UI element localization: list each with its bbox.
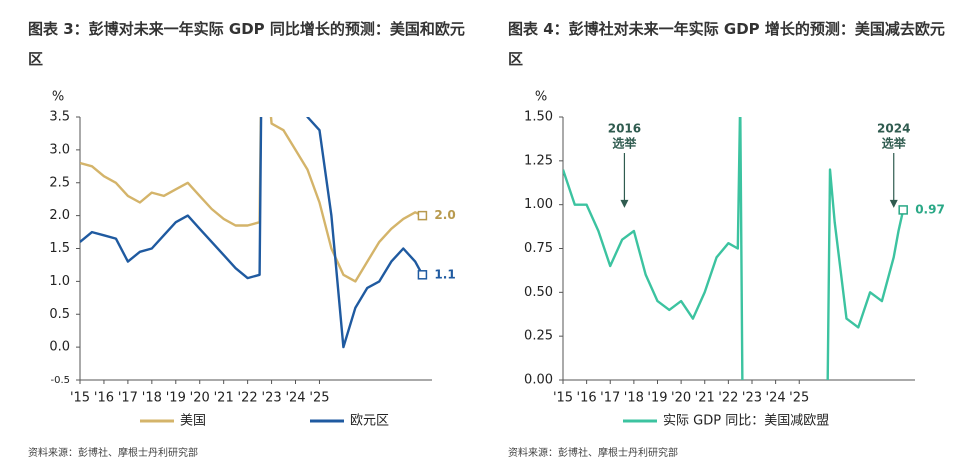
y-tick-label: 3.0	[49, 142, 70, 157]
y-tick-label: -0.5	[50, 375, 70, 386]
y-axis-label: %	[52, 90, 64, 105]
legend-label: 美国	[180, 414, 206, 429]
end-label: 2.0	[434, 208, 455, 222]
callout-label: 2024	[877, 122, 910, 136]
chart-title: 图表 3：彭博对未来一年实际 GDP 同比增长的预测：美国和欧元区	[28, 20, 465, 68]
callout-label: 选举	[882, 136, 907, 151]
x-tick-label: '17	[118, 391, 138, 406]
y-tick-label: 1.5	[49, 241, 70, 256]
callout-arrowhead	[620, 199, 629, 208]
x-tick-label: '24	[285, 391, 305, 406]
end-marker	[898, 205, 908, 215]
end-marker	[417, 270, 428, 280]
callout-label: 选举	[612, 136, 637, 151]
x-tick-label: '19	[166, 391, 186, 406]
end-label: 0.97	[915, 202, 945, 216]
callout-label: 2016	[608, 122, 641, 136]
y-tick-label: 0.0	[49, 340, 70, 355]
y-axis-label: %	[535, 90, 547, 105]
y-tick-label: 0.5	[49, 307, 70, 322]
x-tick-label: '16	[577, 391, 597, 406]
y-tick-label: 1.00	[524, 197, 553, 212]
x-tick-label: '23	[742, 391, 762, 406]
y-tick-label: 1.25	[524, 153, 553, 168]
end-label: 1.1	[434, 267, 455, 281]
series-line	[563, 117, 905, 380]
y-tick-label: 1.50	[524, 110, 553, 125]
y-tick-label: 3.5	[49, 110, 70, 125]
y-tick-label: 1.0	[49, 274, 70, 289]
series-line	[80, 117, 424, 349]
y-tick-label: 0.25	[524, 329, 553, 344]
source-note: 资料来源：彭博社、摩根士丹利研究部	[508, 448, 678, 459]
x-tick-label: '20	[190, 391, 210, 406]
x-tick-label: '22	[238, 391, 258, 406]
series-line	[80, 117, 423, 283]
legend-label: 欧元区	[350, 414, 389, 429]
x-tick-label: '25	[309, 391, 329, 406]
x-tick-label: '23	[262, 391, 282, 406]
x-tick-label: '17	[600, 391, 620, 406]
x-tick-label: '21	[214, 391, 234, 406]
y-tick-label: 2.5	[49, 175, 70, 190]
x-tick-label: '18	[142, 391, 162, 406]
plot-area	[563, 117, 905, 380]
plot-area	[80, 117, 424, 349]
x-tick-label: '18	[624, 391, 644, 406]
x-tick-label: '19	[647, 391, 667, 406]
x-tick-label: '15	[553, 391, 573, 406]
end-marker	[417, 210, 428, 221]
x-tick-label: '25	[789, 391, 809, 406]
source-note: 资料来源：彭博社、摩根士丹利研究部	[28, 448, 198, 459]
y-tick-label: 2.0	[49, 208, 70, 223]
x-tick-label: '24	[766, 391, 786, 406]
y-tick-label: 0.50	[524, 285, 553, 300]
x-tick-label: '21	[695, 391, 715, 406]
x-tick-label: '22	[718, 391, 738, 406]
legend-label: 实际 GDP 同比：美国减欧盟	[663, 414, 829, 429]
x-tick-label: '15	[70, 391, 90, 406]
x-tick-label: '16	[94, 391, 114, 406]
y-tick-label: 0.75	[524, 241, 553, 256]
x-tick-label: '20	[671, 391, 691, 406]
callout-arrowhead	[889, 199, 898, 208]
chart-title: 图表 4：彭博社对未来一年实际 GDP 增长的预测：美国减去欧元区	[508, 20, 945, 68]
y-tick-label: 0.00	[524, 373, 553, 388]
